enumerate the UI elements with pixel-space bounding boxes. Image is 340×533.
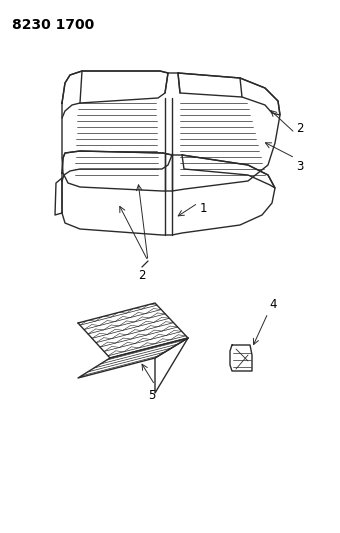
Text: 8230 1700: 8230 1700 (12, 18, 94, 32)
Text: 2: 2 (296, 122, 304, 135)
Text: 4: 4 (269, 298, 276, 311)
Text: 5: 5 (148, 389, 156, 402)
Text: 3: 3 (296, 160, 303, 173)
Text: 1: 1 (200, 201, 207, 214)
Text: 2: 2 (138, 269, 146, 282)
